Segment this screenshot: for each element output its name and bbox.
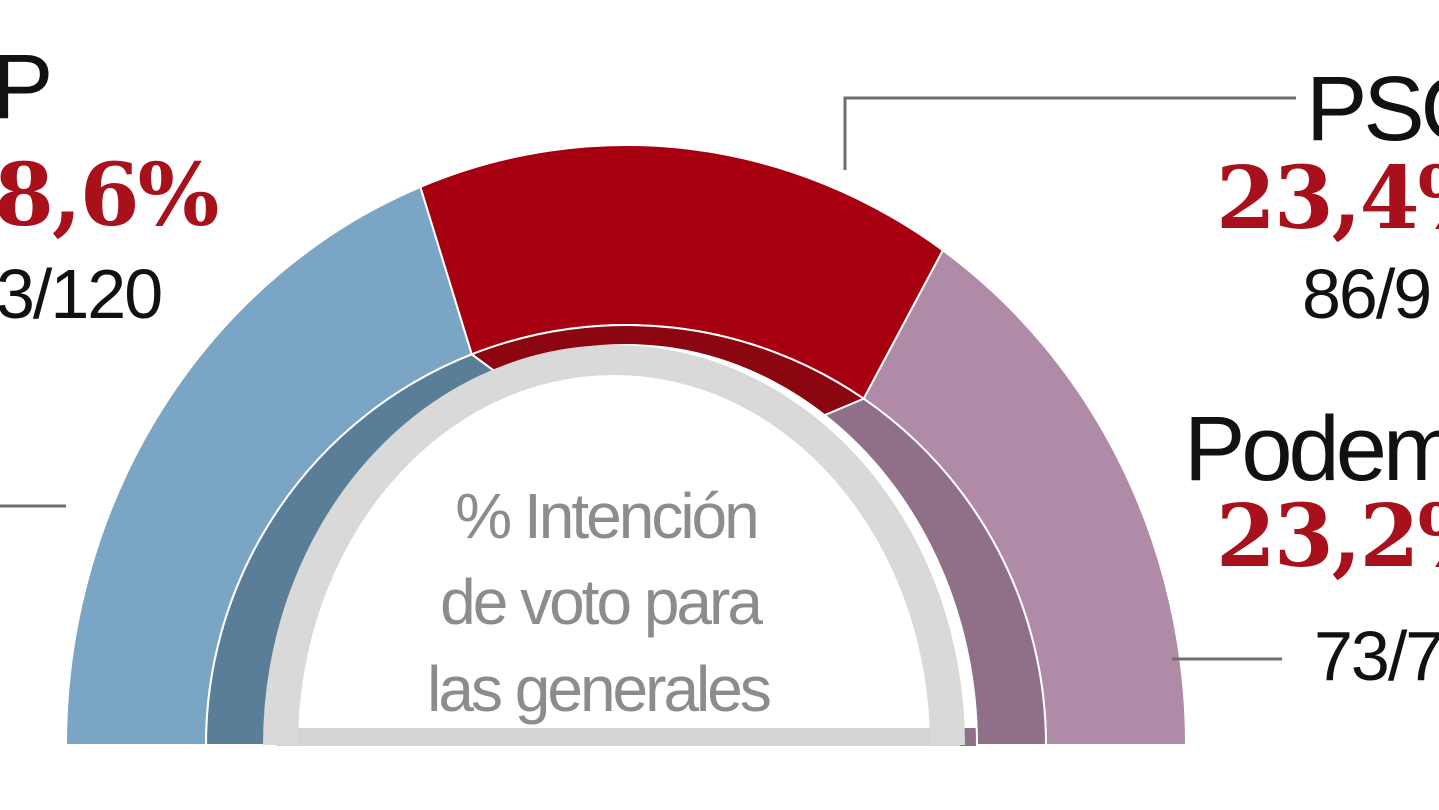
center-label-line-2: de voto para <box>440 566 763 638</box>
party-percent-pso: 23,4% <box>1216 148 1439 249</box>
party-percent-podemos: 23,2% <box>1216 486 1439 587</box>
chart-base-shadow <box>68 728 1186 746</box>
party-seats-pso: 86/9 <box>1302 255 1430 333</box>
party-name-p: P <box>0 36 49 138</box>
slice-inner-2 <box>822 397 1048 746</box>
leader-line-pso <box>843 96 1296 170</box>
center-label-line-3: las generales <box>427 653 770 725</box>
party-name-pso: PSO <box>1306 58 1439 160</box>
center-label-line-1: % Intención <box>455 480 756 552</box>
party-seats-p: 3/120 <box>0 255 161 333</box>
party-name-podemos: Podemo <box>1184 398 1439 500</box>
party-seats-podemos: 73/7 <box>1314 617 1439 695</box>
party-percent-p: 8,6% <box>0 145 218 246</box>
